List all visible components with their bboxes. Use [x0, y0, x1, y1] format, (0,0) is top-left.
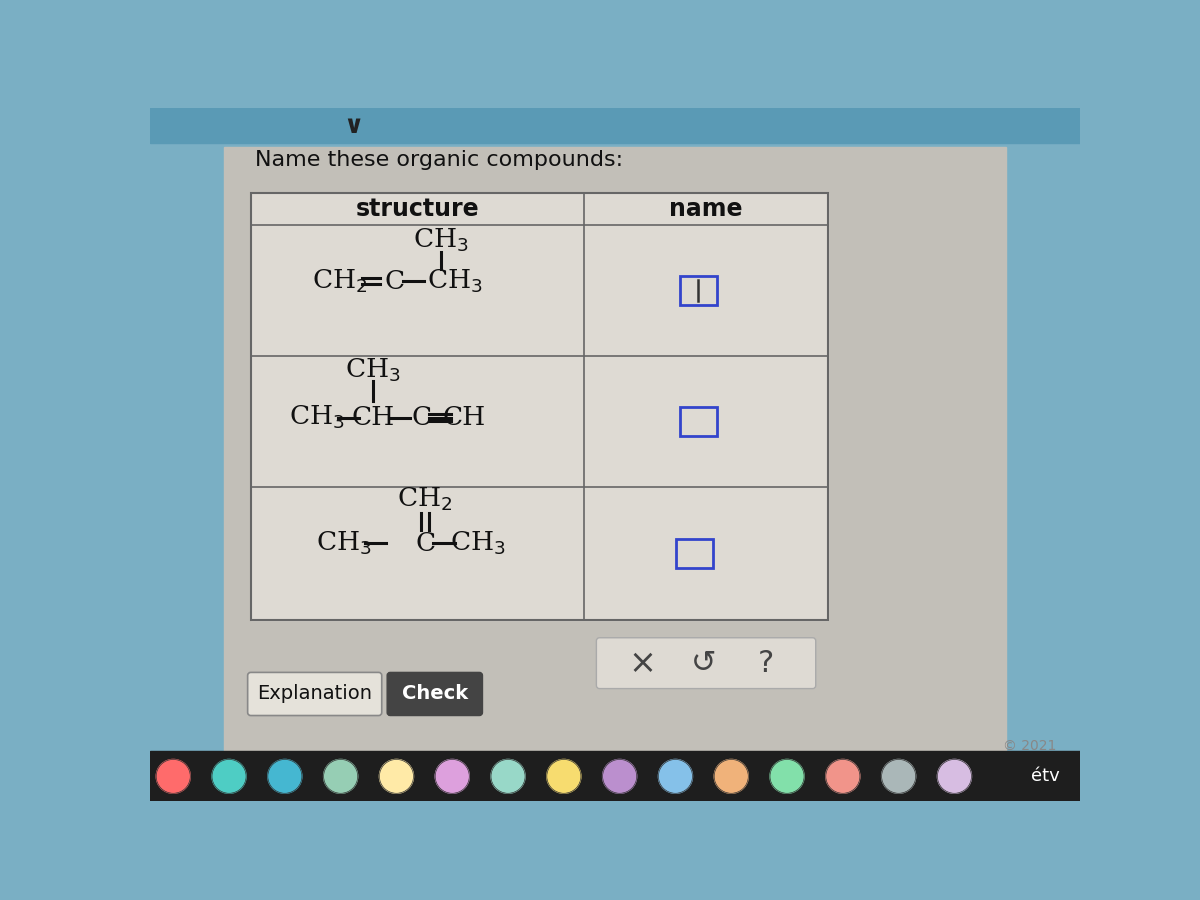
Circle shape: [547, 760, 581, 793]
Text: CH$_3$: CH$_3$: [346, 356, 401, 383]
Bar: [150, 108, 1080, 142]
Text: C: C: [412, 405, 431, 430]
Text: CH$_2$: CH$_2$: [312, 267, 367, 295]
Circle shape: [882, 760, 916, 793]
Text: Name these organic compounds:: Name these organic compounds:: [254, 149, 623, 170]
Circle shape: [156, 760, 191, 793]
Text: Explanation: Explanation: [257, 685, 372, 704]
Bar: [679, 407, 716, 436]
Bar: [223, 147, 1007, 751]
FancyBboxPatch shape: [247, 672, 382, 716]
Text: CH$_3$: CH$_3$: [316, 530, 372, 557]
Circle shape: [714, 760, 749, 793]
Circle shape: [268, 760, 302, 793]
Text: CH$_3$: CH$_3$: [450, 530, 505, 557]
Circle shape: [602, 760, 637, 793]
FancyBboxPatch shape: [388, 672, 482, 716]
Text: C: C: [415, 531, 436, 556]
Circle shape: [770, 760, 804, 793]
Text: CH: CH: [352, 405, 395, 430]
Circle shape: [212, 760, 246, 793]
Bar: [251, 193, 828, 620]
Bar: [676, 539, 713, 568]
Text: structure: structure: [355, 197, 479, 220]
Text: CH$_3$: CH$_3$: [413, 227, 468, 254]
Text: ↺: ↺: [691, 649, 716, 678]
Text: Check: Check: [402, 685, 468, 704]
Circle shape: [826, 760, 860, 793]
Text: CH$_3$: CH$_3$: [427, 267, 482, 295]
Text: étv: étv: [1031, 768, 1060, 786]
Text: name: name: [670, 197, 743, 220]
Text: CH: CH: [443, 405, 486, 430]
Text: ×: ×: [628, 647, 656, 680]
Text: CH$_2$: CH$_2$: [397, 486, 452, 513]
Bar: [251, 193, 828, 620]
FancyBboxPatch shape: [596, 638, 816, 689]
Circle shape: [937, 760, 972, 793]
Bar: [150, 751, 1080, 801]
Text: ∨: ∨: [343, 113, 364, 138]
Text: © 2021: © 2021: [1003, 739, 1057, 752]
Text: ?: ?: [758, 649, 774, 678]
Circle shape: [379, 760, 414, 793]
Circle shape: [436, 760, 469, 793]
Bar: [679, 276, 716, 305]
Circle shape: [659, 760, 692, 793]
Text: CH$_3$: CH$_3$: [289, 404, 344, 431]
Circle shape: [491, 760, 526, 793]
Circle shape: [324, 760, 358, 793]
Text: C: C: [384, 269, 404, 293]
